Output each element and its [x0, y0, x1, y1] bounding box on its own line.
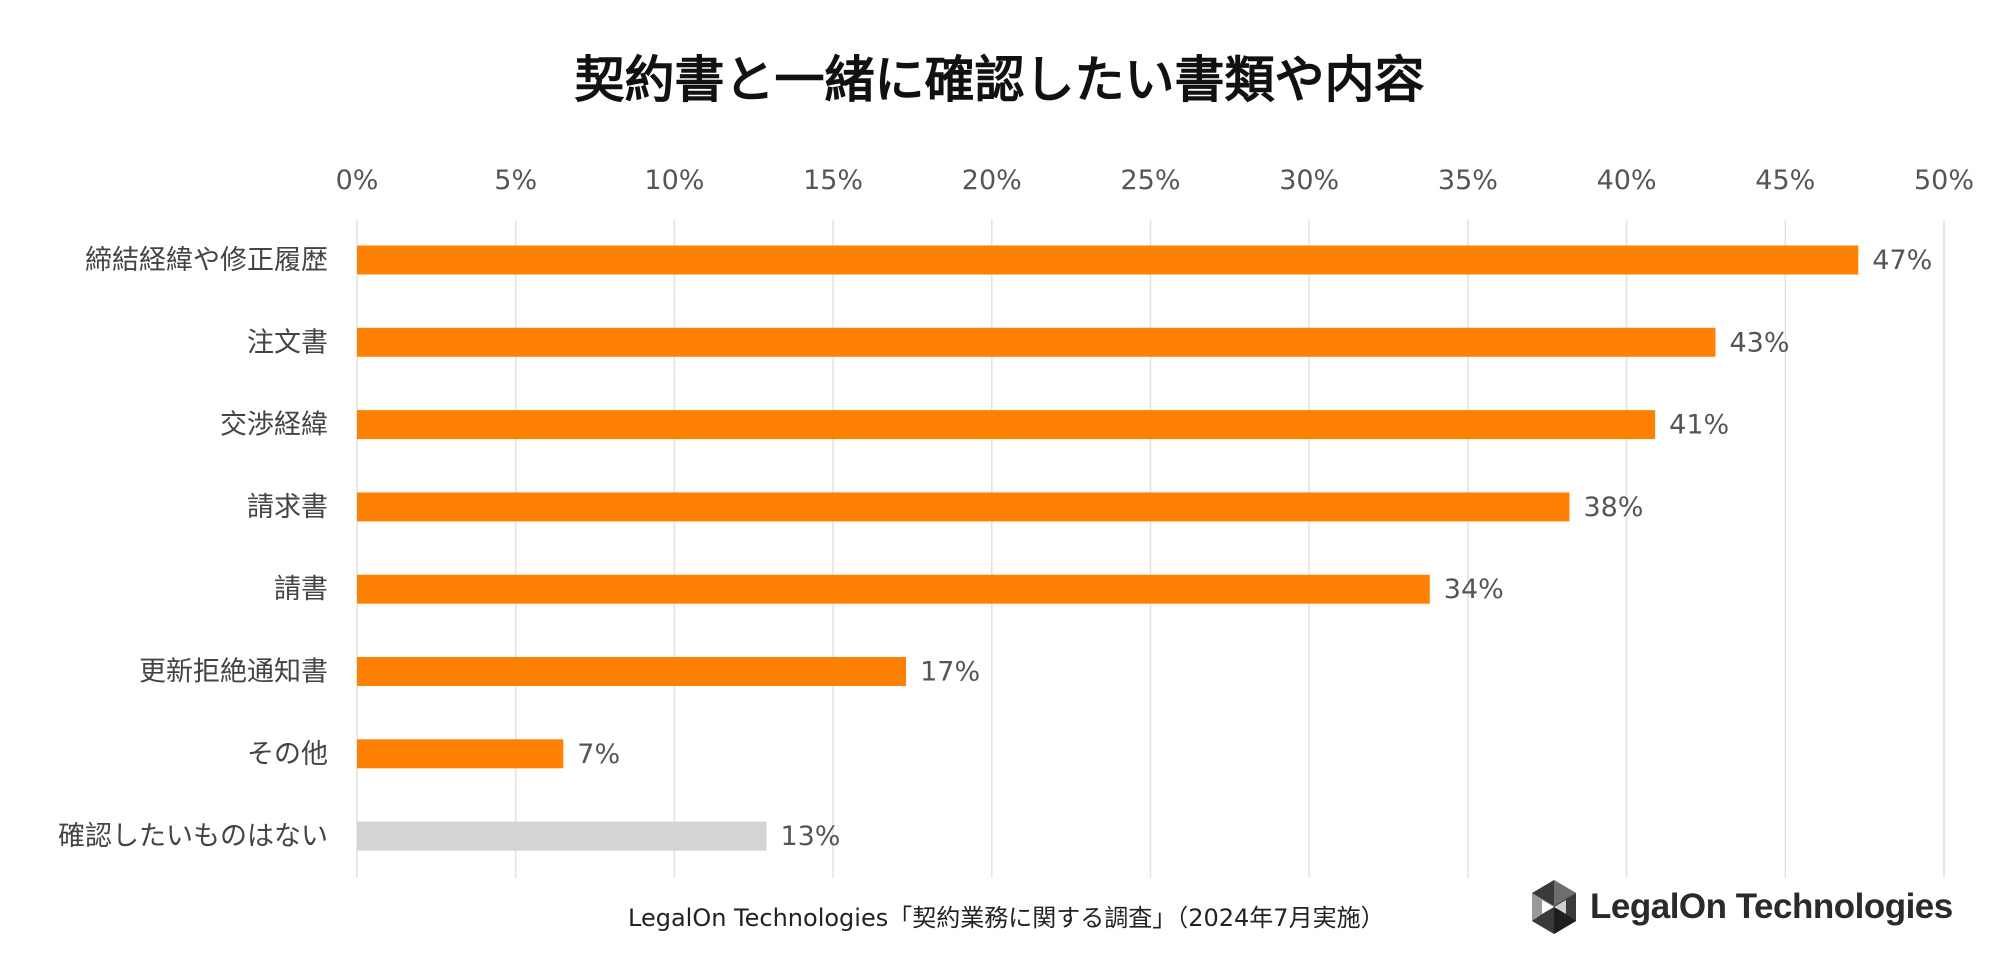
- bars: [357, 245, 1859, 851]
- category-label: 確認したいものはない: [58, 821, 328, 852]
- x-tick-label: 15%: [803, 165, 863, 196]
- value-label: 34%: [1444, 574, 1504, 605]
- value-labels: 47% 43% 41% 38% 34% 17% 7% 13%: [577, 245, 1932, 852]
- value-label: 38%: [1583, 492, 1643, 523]
- gridlines: [356, 220, 1945, 878]
- x-tick-label: 0%: [336, 165, 379, 196]
- category-labels: 締結経緯や修正履歴注文書交渉経緯請求書請書更新拒絶通知書その他確認したいものはな…: [58, 245, 328, 852]
- category-label: 請求書: [247, 492, 328, 523]
- x-tick-label: 10%: [644, 165, 704, 196]
- bar: [357, 657, 907, 686]
- value-label: 13%: [780, 821, 840, 852]
- value-label: 17%: [920, 657, 980, 688]
- category-label: その他: [247, 739, 328, 770]
- x-tick-label: 50%: [1914, 165, 1974, 196]
- x-tick-label: 5%: [494, 165, 537, 196]
- category-label: 締結経緯や修正履歴: [85, 245, 328, 276]
- bar: [357, 245, 1859, 275]
- bar: [357, 327, 1716, 357]
- bar: [357, 821, 767, 851]
- category-label: 更新拒絶通知書: [139, 657, 328, 688]
- category-label: 交渉経緯: [220, 410, 328, 441]
- category-label: 注文書: [247, 327, 328, 358]
- value-label: 41%: [1669, 410, 1729, 441]
- value-label: 43%: [1729, 327, 1789, 358]
- bar: [357, 410, 1656, 440]
- x-tick-label: 25%: [1120, 165, 1180, 196]
- category-label: 請書: [274, 574, 328, 605]
- bar: [357, 574, 1430, 604]
- x-tick-label: 35%: [1438, 165, 1498, 196]
- x-tick-label: 20%: [962, 165, 1022, 196]
- logo-text: LegalOn Technologies: [1590, 887, 1953, 926]
- x-tick-label: 30%: [1279, 165, 1339, 196]
- source-note: LegalOn Technologies「契約業務に関する調査」（2024年7月…: [628, 904, 1385, 932]
- bar: [357, 492, 1570, 522]
- company-logo: LegalOn Technologies: [1528, 878, 1953, 936]
- x-tick-label: 45%: [1755, 165, 1815, 196]
- bar: [357, 739, 564, 769]
- chart-title: 契約書と一緒に確認したい書類や内容: [574, 51, 1425, 109]
- x-axis-ticks: 0% 5% 10% 15% 20% 25% 30% 35% 40% 45% 50%: [336, 165, 1974, 196]
- value-label: 47%: [1872, 245, 1932, 276]
- value-label: 7%: [577, 739, 620, 770]
- x-tick-label: 40%: [1597, 165, 1657, 196]
- logo-icon: [1532, 880, 1576, 934]
